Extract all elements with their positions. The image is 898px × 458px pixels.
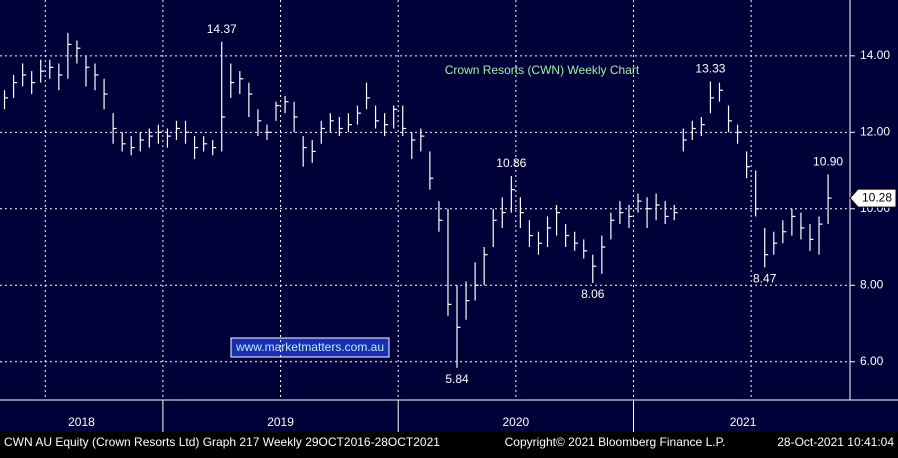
footer-background bbox=[0, 432, 898, 453]
x-tick-label: 2020 bbox=[502, 415, 529, 429]
footer-center: Copyright© 2021 Bloomberg Finance L.P. bbox=[505, 435, 726, 449]
watermark-box bbox=[230, 337, 390, 358]
y-tick-label: 8.00 bbox=[860, 277, 884, 291]
last-price: 10.28 bbox=[862, 190, 892, 204]
y-tick-label: 12.00 bbox=[860, 124, 890, 138]
y-tick-label: 14.00 bbox=[860, 48, 890, 62]
y-tick-label: 6.00 bbox=[860, 354, 884, 368]
low-label: 5.84 bbox=[445, 372, 469, 386]
high-label: 14.37 bbox=[207, 22, 237, 36]
footer-left: CWN AU Equity (Crown Resorts Ltd) Graph … bbox=[4, 435, 440, 449]
high-label: 10.86 bbox=[496, 156, 526, 170]
footer-right: 28-Oct-2021 10:41:04 bbox=[777, 435, 894, 449]
low-label: 8.47 bbox=[753, 271, 777, 285]
plot-background bbox=[0, 0, 898, 432]
watermark: www.marketmatters.com.au bbox=[235, 340, 384, 354]
last-price-tag bbox=[849, 188, 897, 208]
x-tick-label: 2021 bbox=[730, 415, 757, 429]
chart-title: Crown Resorts (CWN) Weekly Chart bbox=[445, 63, 640, 77]
high-label: 10.90 bbox=[813, 155, 843, 169]
high-label: 13.33 bbox=[695, 62, 725, 76]
x-tick-label: 2018 bbox=[68, 415, 95, 429]
x-tick-label: 2019 bbox=[267, 415, 294, 429]
low-label: 8.06 bbox=[581, 287, 605, 301]
